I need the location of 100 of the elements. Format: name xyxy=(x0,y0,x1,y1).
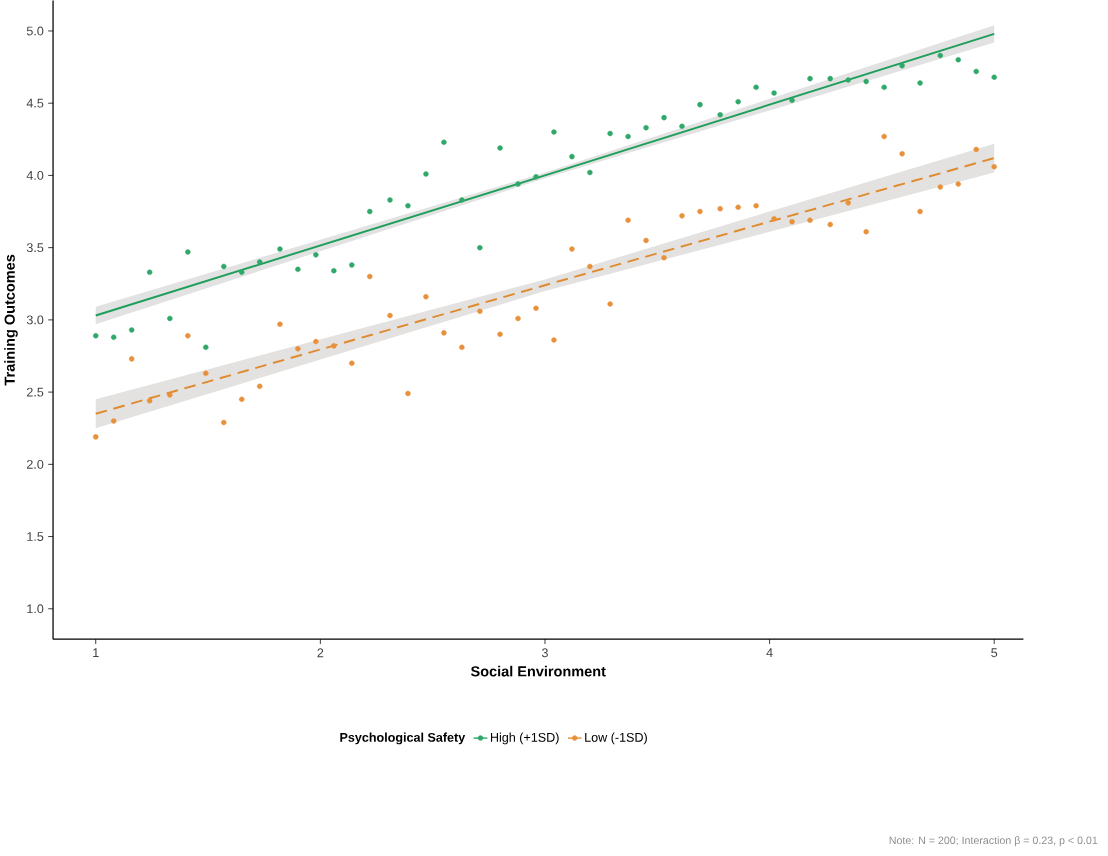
point xyxy=(845,200,851,206)
point xyxy=(256,383,263,390)
y-tick-label: 4.0 xyxy=(26,171,44,180)
point xyxy=(661,115,667,121)
point xyxy=(331,268,337,274)
point xyxy=(477,308,483,315)
point xyxy=(93,434,99,440)
point xyxy=(827,221,833,228)
point xyxy=(717,206,723,212)
point xyxy=(955,181,961,187)
point xyxy=(863,229,869,235)
point xyxy=(331,343,337,349)
point xyxy=(697,102,703,108)
point xyxy=(807,76,813,82)
point xyxy=(203,344,209,351)
point xyxy=(551,337,557,343)
point xyxy=(203,370,209,377)
point xyxy=(128,356,135,362)
point xyxy=(881,84,887,91)
point xyxy=(221,263,227,270)
point xyxy=(753,203,759,209)
point xyxy=(789,97,795,104)
point xyxy=(239,269,245,276)
point xyxy=(277,246,283,252)
point xyxy=(991,164,997,170)
point xyxy=(735,99,741,105)
y-tick-label: 3.5 xyxy=(26,243,44,253)
point xyxy=(459,344,465,351)
point xyxy=(973,68,979,75)
point xyxy=(423,294,429,300)
point xyxy=(587,263,593,270)
point xyxy=(807,217,813,224)
point xyxy=(569,246,575,252)
point xyxy=(845,77,851,83)
point xyxy=(110,418,117,424)
point xyxy=(441,330,447,336)
point xyxy=(185,249,191,255)
point xyxy=(146,269,153,276)
point xyxy=(899,63,905,69)
point xyxy=(607,301,613,307)
point xyxy=(827,76,833,82)
point xyxy=(917,208,923,215)
y-axis-title: Training Outcomes xyxy=(4,254,18,386)
point xyxy=(313,338,319,345)
x-tick-label: 5 xyxy=(991,648,998,658)
legend-title: Psychological Safety xyxy=(340,732,466,745)
point xyxy=(515,181,521,187)
point xyxy=(771,90,777,96)
point xyxy=(679,123,685,130)
point xyxy=(973,146,979,153)
point xyxy=(295,346,301,352)
point xyxy=(423,171,429,177)
point xyxy=(937,184,944,190)
y-tick-label: 3.0 xyxy=(26,315,44,325)
point xyxy=(387,197,393,203)
y-tick-label: 1.5 xyxy=(27,532,44,542)
x-tick-label: 4 xyxy=(766,648,773,658)
point xyxy=(146,398,153,404)
point xyxy=(110,334,117,341)
point xyxy=(239,396,245,403)
y-tick-label: 5.0 xyxy=(26,26,44,36)
point xyxy=(789,219,795,225)
point xyxy=(661,255,667,261)
point xyxy=(697,208,703,215)
point xyxy=(533,305,539,312)
point xyxy=(256,259,263,265)
point xyxy=(128,327,135,333)
point xyxy=(477,245,483,251)
point xyxy=(917,80,923,86)
text: Note: N = 200; Interaction β = 0.23, p < 0.01 xyxy=(889,836,1098,847)
point xyxy=(717,112,723,118)
y-tick-label: 4.5 xyxy=(26,98,44,108)
point xyxy=(405,203,411,209)
point xyxy=(679,213,685,219)
point xyxy=(771,216,777,222)
point xyxy=(863,78,869,85)
point xyxy=(533,174,539,180)
point xyxy=(441,139,447,145)
point xyxy=(643,237,649,244)
point xyxy=(881,133,887,140)
point xyxy=(497,145,503,151)
point xyxy=(625,217,631,224)
point xyxy=(349,262,355,268)
legend-label: Low (-1SD) xyxy=(585,732,647,745)
point xyxy=(167,315,173,322)
point xyxy=(185,333,191,339)
point xyxy=(643,125,649,131)
point xyxy=(497,331,503,338)
point xyxy=(387,312,393,319)
point xyxy=(515,315,521,322)
y-tick-label: 2.5 xyxy=(26,387,44,397)
point xyxy=(167,392,173,398)
point xyxy=(313,252,319,258)
point xyxy=(405,390,411,397)
point xyxy=(93,333,99,339)
point xyxy=(587,169,593,176)
point xyxy=(569,154,575,160)
point xyxy=(607,130,613,137)
point xyxy=(295,266,301,273)
point xyxy=(277,321,283,328)
